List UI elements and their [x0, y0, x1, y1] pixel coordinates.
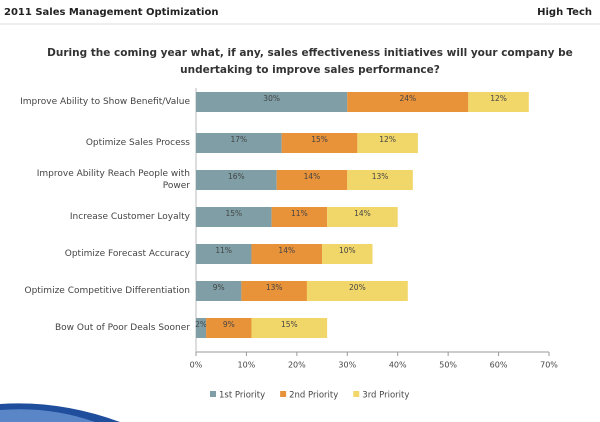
- data-label: 15%: [311, 135, 328, 144]
- data-label: 13%: [372, 172, 389, 181]
- x-tick-label: 30%: [338, 361, 356, 370]
- legend-label: 1st Priority: [219, 391, 265, 401]
- decoration: [0, 409, 95, 422]
- x-tick-label: 20%: [288, 361, 306, 370]
- bar-segment: [347, 170, 413, 190]
- bar-segment: [468, 92, 529, 112]
- chart-title: During the coming year what, if any, sal…: [47, 47, 573, 59]
- bar-segment: [206, 318, 252, 338]
- data-label: 14%: [354, 209, 371, 218]
- category-label: Improve Ability Reach People with Power: [36, 169, 190, 191]
- x-tick-label: 0%: [190, 361, 203, 370]
- data-label: 10%: [339, 246, 356, 255]
- legend-label: 2nd Priority: [289, 391, 338, 401]
- bar-segment: [196, 133, 282, 153]
- bar-segment: [271, 207, 328, 227]
- bar-segment: [196, 244, 252, 264]
- bar-segment: [327, 207, 398, 227]
- legend-swatch: [210, 391, 216, 397]
- data-label: 13%: [266, 283, 283, 292]
- data-label: 17%: [231, 135, 248, 144]
- data-label: 12%: [379, 135, 396, 144]
- data-label: 14%: [278, 246, 295, 255]
- category-label: Optimize Competitive Differentiation: [24, 286, 190, 296]
- legend-label: 3rd Priority: [362, 391, 409, 401]
- x-tick-label: 60%: [490, 361, 508, 370]
- legend-swatch: [280, 391, 287, 397]
- bar-segment: [196, 207, 272, 227]
- data-label: 24%: [399, 94, 416, 103]
- data-label: 15%: [281, 320, 298, 329]
- bar-segment: [357, 133, 418, 153]
- data-label: 11%: [215, 246, 232, 255]
- category-label: Increase Customer Loyalty: [69, 212, 190, 222]
- bar-segment: [196, 281, 242, 301]
- category-label: Improve Ability to Show Benefit/Value: [20, 97, 190, 107]
- data-label: 12%: [490, 94, 507, 103]
- data-label: 9%: [223, 320, 235, 329]
- data-label: 2%: [195, 320, 207, 329]
- bar-segment: [241, 281, 307, 301]
- bar-segment: [251, 244, 323, 264]
- category-label: Optimize Sales Process: [85, 138, 190, 148]
- category-label: Optimize Forecast Accuracy: [64, 249, 190, 259]
- bar-segment: [251, 318, 328, 338]
- bar-segment: [196, 318, 207, 338]
- bar-segment: [322, 244, 373, 264]
- bar-segment: [196, 170, 277, 190]
- bar-segment: [196, 92, 348, 112]
- x-tick-label: 70%: [540, 361, 558, 370]
- data-label: 20%: [349, 283, 366, 292]
- data-label: 16%: [228, 172, 245, 181]
- x-tick-label: 50%: [439, 361, 457, 370]
- x-tick-label: 40%: [389, 361, 407, 370]
- data-label: 14%: [304, 172, 321, 181]
- data-label: 15%: [225, 209, 242, 218]
- bar-segment: [276, 170, 348, 190]
- legend-swatch: [353, 391, 360, 397]
- chart-title: undertaking to improve sales performance…: [180, 64, 440, 76]
- bar-segment: [281, 133, 358, 153]
- x-tick-label: 10%: [238, 361, 256, 370]
- category-label: Bow Out of Poor Deals Sooner: [55, 323, 190, 333]
- bar-segment: [347, 92, 469, 112]
- data-label: 9%: [213, 283, 225, 292]
- header-right: High Tech: [537, 7, 592, 18]
- header-left: 2011 Sales Management Optimization: [4, 7, 218, 18]
- data-label: 30%: [263, 94, 280, 103]
- bar-segment: [306, 281, 408, 301]
- data-label: 11%: [291, 209, 308, 218]
